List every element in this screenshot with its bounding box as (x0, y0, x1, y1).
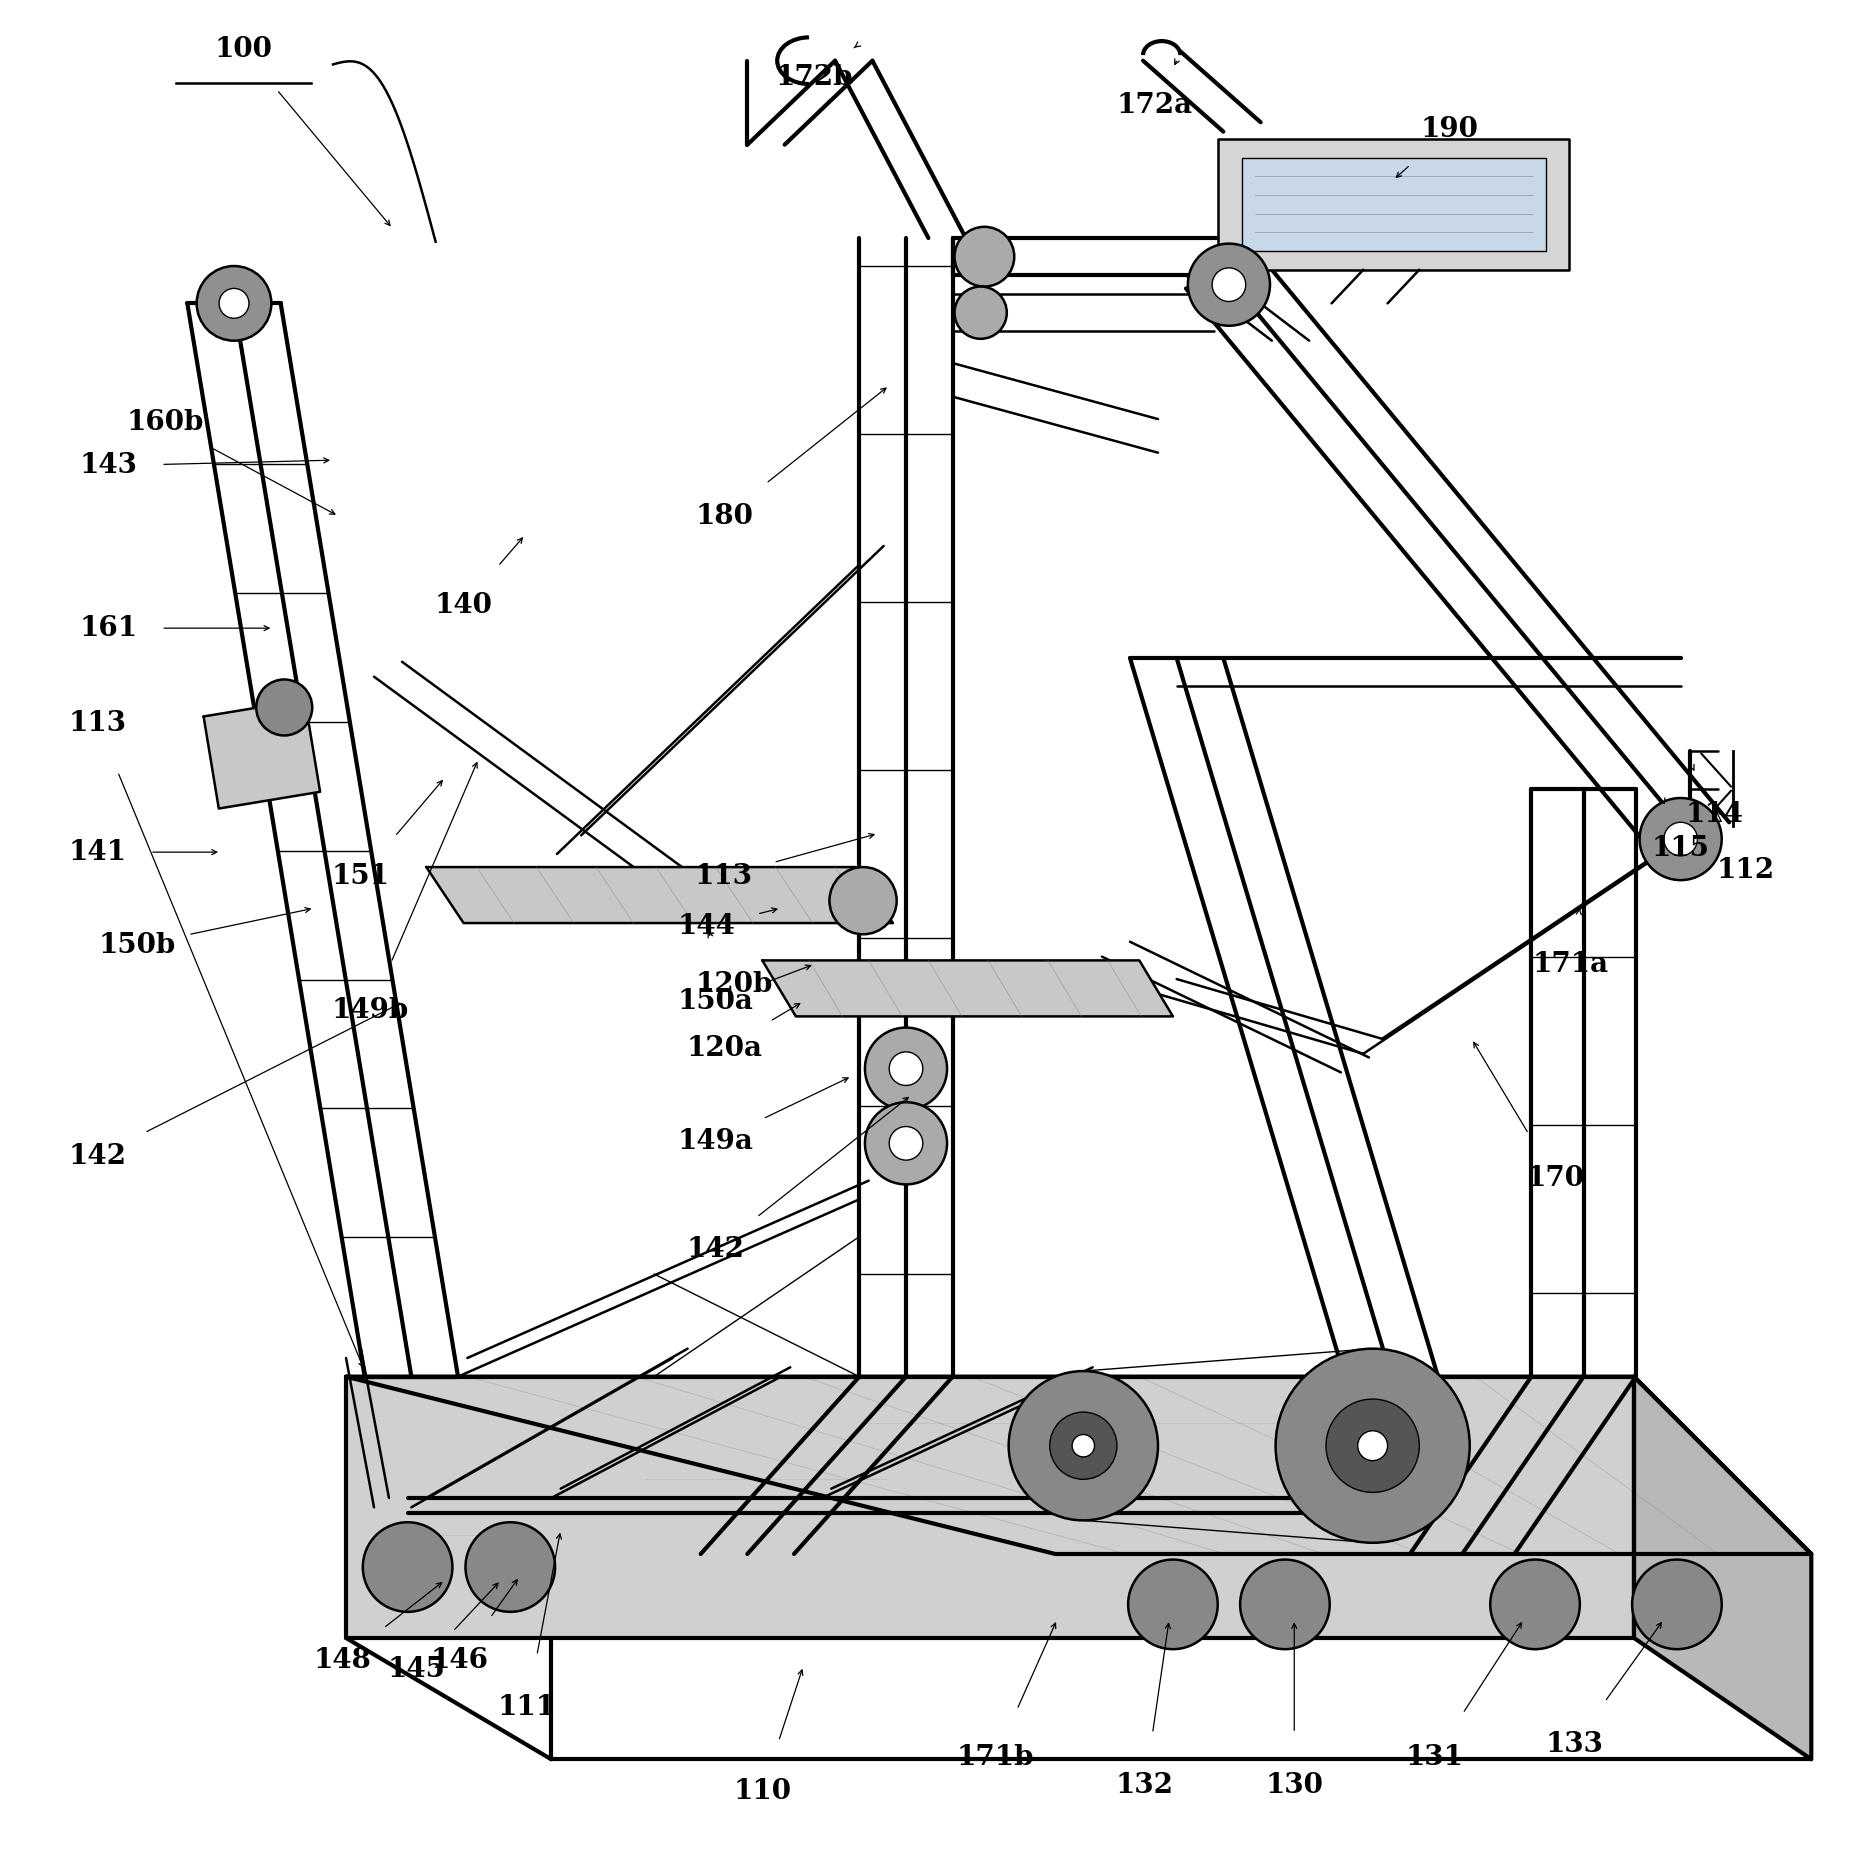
Circle shape (1050, 1413, 1117, 1480)
Text: 113: 113 (695, 863, 753, 889)
Text: 149b: 149b (333, 998, 409, 1024)
Text: 100: 100 (215, 36, 273, 64)
Polygon shape (762, 961, 1173, 1017)
Text: 160b: 160b (127, 409, 204, 437)
Text: 146: 146 (432, 1647, 489, 1673)
Circle shape (1009, 1371, 1158, 1520)
Circle shape (1358, 1431, 1388, 1461)
Text: 120b: 120b (695, 972, 773, 998)
Text: 140: 140 (435, 593, 493, 619)
Circle shape (889, 1052, 923, 1086)
Circle shape (865, 1028, 947, 1111)
Polygon shape (346, 1377, 1634, 1638)
Text: 142: 142 (69, 1142, 127, 1171)
Circle shape (1128, 1559, 1218, 1649)
Circle shape (1240, 1559, 1330, 1649)
Text: 148: 148 (314, 1647, 372, 1673)
Text: 150a: 150a (678, 989, 753, 1015)
Polygon shape (1242, 158, 1547, 251)
Circle shape (1072, 1435, 1095, 1458)
Polygon shape (426, 867, 893, 923)
Text: 145: 145 (389, 1657, 446, 1683)
Text: 190: 190 (1420, 116, 1478, 143)
Text: 151: 151 (333, 863, 390, 889)
Text: 132: 132 (1115, 1773, 1173, 1799)
Circle shape (955, 227, 1014, 287)
Text: 130: 130 (1265, 1773, 1323, 1799)
Circle shape (1326, 1399, 1420, 1493)
Text: 113: 113 (69, 709, 127, 737)
Polygon shape (1634, 1377, 1812, 1760)
Circle shape (256, 679, 312, 735)
Text: 171a: 171a (1532, 951, 1608, 977)
Text: 170: 170 (1526, 1165, 1584, 1193)
Text: 161: 161 (80, 615, 138, 642)
Polygon shape (346, 1377, 1812, 1553)
Text: 131: 131 (1405, 1745, 1463, 1771)
Circle shape (889, 1126, 923, 1159)
Text: 171b: 171b (956, 1745, 1035, 1771)
Text: 142: 142 (687, 1236, 745, 1263)
Circle shape (1212, 268, 1246, 302)
Text: 141: 141 (69, 839, 127, 865)
Circle shape (465, 1521, 555, 1611)
Polygon shape (204, 700, 319, 809)
Text: 172b: 172b (775, 64, 854, 92)
Text: 115: 115 (1651, 835, 1709, 861)
Circle shape (1491, 1559, 1580, 1649)
Text: 144: 144 (678, 914, 736, 940)
Circle shape (1188, 244, 1270, 326)
Circle shape (362, 1521, 452, 1611)
Text: 110: 110 (734, 1778, 792, 1805)
Text: 149a: 149a (678, 1127, 753, 1156)
Text: 133: 133 (1545, 1732, 1603, 1758)
Circle shape (955, 287, 1007, 340)
Circle shape (1640, 797, 1722, 880)
Circle shape (1664, 822, 1698, 855)
Text: 150b: 150b (99, 932, 176, 959)
Circle shape (829, 867, 897, 934)
Text: 180: 180 (697, 503, 755, 529)
Text: 120a: 120a (687, 1036, 762, 1062)
Circle shape (1276, 1349, 1470, 1542)
Circle shape (1633, 1559, 1722, 1649)
Circle shape (219, 289, 248, 319)
Polygon shape (1218, 139, 1569, 270)
Circle shape (196, 266, 271, 341)
Text: 112: 112 (1717, 857, 1775, 884)
Text: 172a: 172a (1117, 92, 1192, 118)
Circle shape (865, 1103, 947, 1184)
Text: 114: 114 (1685, 801, 1743, 829)
Text: 143: 143 (80, 452, 138, 478)
Text: 111: 111 (499, 1694, 557, 1720)
